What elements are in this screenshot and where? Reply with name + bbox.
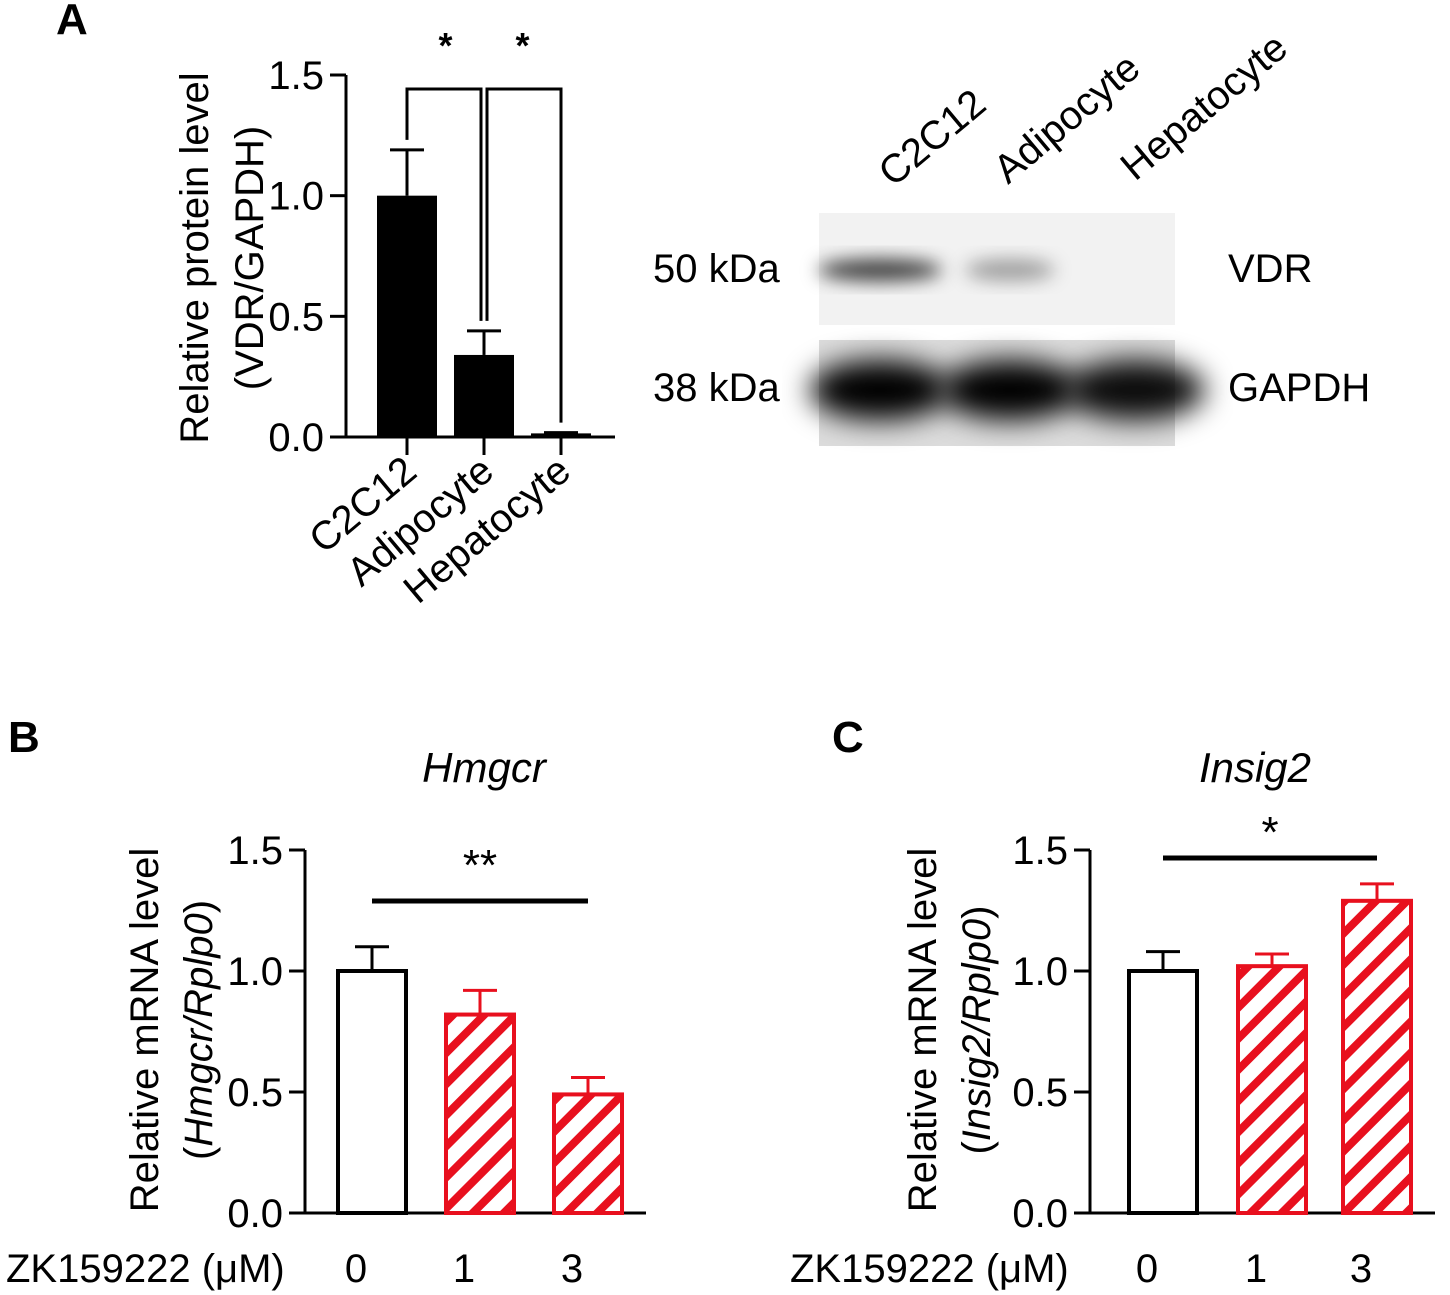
panel-c-significance-label: * [1261,808,1278,857]
panel-c-y-tick-label: 0.5 [1012,1071,1068,1115]
blot-protein-label-gapdh: GAPDH [1228,366,1370,410]
panel-a-significance-bracket [485,87,563,423]
blot-band-gapdh-c2c12 [810,360,950,420]
blot-size-label-50kda: 50 kDa [653,247,780,291]
panel-c-ylabel-line1: Relative mRNA level [901,848,945,1213]
panel-b-y-tick-label: 0.0 [227,1192,283,1236]
panel-c-bar [1236,964,1308,1215]
panel-a-y-tick-label: 1.5 [268,54,324,98]
panel-b-x-tick-label: 1 [453,1247,475,1291]
blot-protein-label-vdr: VDR [1228,247,1312,291]
panel-c-y-tick-label: 1.0 [1012,950,1068,994]
panel-b-title: Hmgcr [422,744,548,791]
panel-b-ylabel-line1: Relative mRNA level [123,848,167,1213]
panel-a-ylabel-line1: Relative protein level [173,72,217,443]
panel-c-x-tick-label: 0 [1136,1247,1158,1291]
panel-a-y-tick-label: 1.0 [268,175,324,219]
panel-a-bar [531,433,591,437]
panel-b-ylabel-line2: (Hmgcr/Rplp0) [177,900,221,1160]
blot-size-label-38kda: 38 kDa [653,366,780,410]
panel-b-y-tick-label: 1.0 [227,950,283,994]
panel-c-ylabel-line2: (Insig2/Rplp0) [955,905,999,1154]
panel-b-bar [444,1012,516,1215]
panel-c-y-tick-label: 0.0 [1012,1192,1068,1236]
panel-b-x-tick-label: 0 [345,1247,367,1291]
panel-b-bar [336,969,408,1215]
panel-b-bar [552,1092,624,1216]
blot-band-gapdh-hepatocyte [1065,360,1205,420]
panel-a-bar [377,195,437,437]
blot-band-vdr-c2c12 [818,259,942,281]
panel-c-title: Insig2 [1199,744,1311,791]
panel-c-x-tick-label: 1 [1245,1247,1267,1291]
panel-c-bar-chart: Insig2 Relative mRNA level (Insig2/Rplp0… [790,744,1435,1291]
panel-c-x-tick-label: 3 [1350,1247,1372,1291]
panel-a-bar-chart: Relative protein level (VDR/GAPDH) 0.0 0.… [173,25,615,612]
panel-b-bar-chart: Hmgcr Relative mRNA level (Hmgcr/Rplp0) … [6,744,646,1291]
panel-c-treatment-label: ZK159222 (μM) [790,1247,1069,1291]
panel-letter-a: A [56,0,88,44]
blot-lane-label-hepatocyte: Hepatocyte [1113,25,1296,189]
panel-a-y-tick-label: 0.0 [268,416,324,460]
panel-b-ylabel-gene: Hmgcr/Rplp0 [177,913,221,1146]
panel-c-y-tick-label: 1.5 [1012,829,1068,873]
panel-a-y-tick-label: 0.5 [268,295,324,339]
blot-band-vdr-adipocyte [965,259,1055,281]
panel-a-significance-label: * [438,25,452,66]
blot-band-gapdh-adipocyte [940,360,1080,420]
panel-c-ylabel-open: ( [955,1141,999,1155]
panel-letter-b: B [8,713,40,762]
panel-b-treatment-label: ZK159222 (μM) [6,1247,285,1291]
panel-letter-c: C [832,713,864,762]
blot-lane-label-c2c12: C2C12 [871,81,995,195]
panel-b-significance-label: ** [463,841,497,890]
panel-a-ylabel-line2: (VDR/GAPDH) [228,126,272,390]
panel-a-significance-label: * [515,25,529,66]
panel-c-bar [1341,898,1413,1215]
western-blot: C2C12 Adipocyte Hepatocyte 50 kDa 38 kDa… [653,25,1370,446]
panel-c-ylabel-close: ) [955,905,999,918]
panel-b-ylabel-close: ) [177,900,221,913]
panel-a-bar [454,354,514,437]
panel-b-y-tick-label: 0.5 [227,1071,283,1115]
panel-b-x-tick-label: 3 [561,1247,583,1291]
panel-b-y-tick-label: 1.5 [227,829,283,873]
panel-b-ylabel-open: ( [177,1146,221,1160]
panel-c-bar [1127,969,1199,1215]
panel-c-ylabel-gene: Insig2/Rplp0 [955,919,999,1141]
panel-a-significance-bracket [405,87,483,321]
